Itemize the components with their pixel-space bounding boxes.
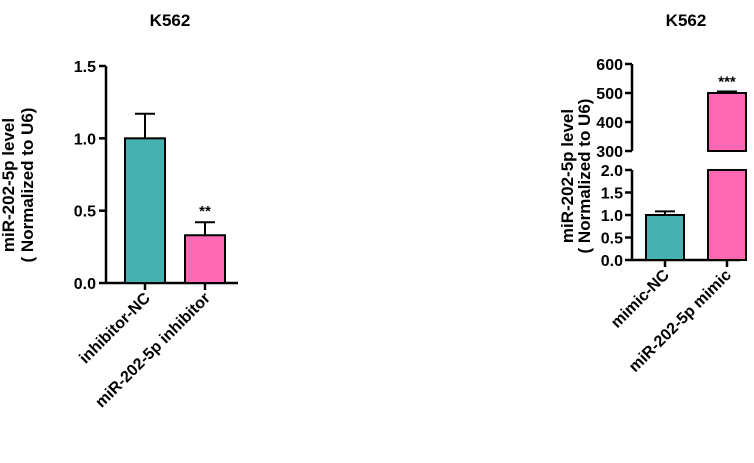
chart-2-bar: [707, 92, 747, 152]
chart-2-ytick-label-lower: 1.5: [601, 186, 623, 203]
chart-1-ytick-label: 1.0: [74, 131, 96, 148]
chart-1-category-label: miR-202-5p inhibitor: [92, 290, 213, 411]
chart-1-bars: **: [124, 112, 226, 284]
chart-2-ylabel-line-1: miR-202-5p level: [558, 109, 577, 243]
chart-2-category-label: miR-202-5p mimic: [626, 267, 735, 376]
chart-2-ylabel-line-2: ( Normalized to U6): [575, 99, 594, 254]
chart-2-ytick-label-upper: 300: [596, 144, 623, 161]
chart-2-ytick-label-lower: 0.5: [601, 231, 623, 248]
chart-2-ytick-label-upper: 500: [596, 86, 623, 103]
chart-2-ytick-label-lower: 1.0: [601, 208, 623, 225]
chart-2-bars: ***: [645, 74, 747, 261]
chart-2-title: K562: [666, 11, 707, 30]
chart-1-ytick-label: 0.0: [74, 276, 96, 293]
chart-2: K562 miR-202-5p level ( Normalized to U6…: [558, 11, 747, 376]
chart-2-ytick-label-upper: 400: [596, 115, 623, 132]
chart-2-ytick-label-lower: 2.0: [601, 163, 623, 180]
chart-1-ytick-label: 0.5: [74, 204, 96, 221]
chart-1-ylabel-line-1: miR-202-5p level: [0, 118, 18, 252]
chart-2-ytick-label-upper: 600: [596, 57, 623, 74]
chart-1-ytick-label: 1.5: [74, 59, 96, 76]
chart-1-bar: [184, 234, 226, 284]
chart-1-title: K562: [150, 11, 191, 30]
chart-1-ylabel-line-2: ( Normalized to U6): [18, 108, 37, 263]
chart-1: K562 miR-202-5p level ( Normalized to U6…: [0, 11, 238, 411]
chart-1-bar: [124, 137, 166, 284]
chart-2-bar: [645, 214, 685, 261]
chart-1-significance: **: [199, 203, 211, 220]
chart-2-ytick-label-lower: 0.0: [601, 253, 623, 270]
chart-2-significance: ***: [718, 74, 736, 91]
chart-2-category-label: mimic-NC: [608, 266, 673, 331]
chart-2-bar-lower-segment: [707, 169, 747, 261]
